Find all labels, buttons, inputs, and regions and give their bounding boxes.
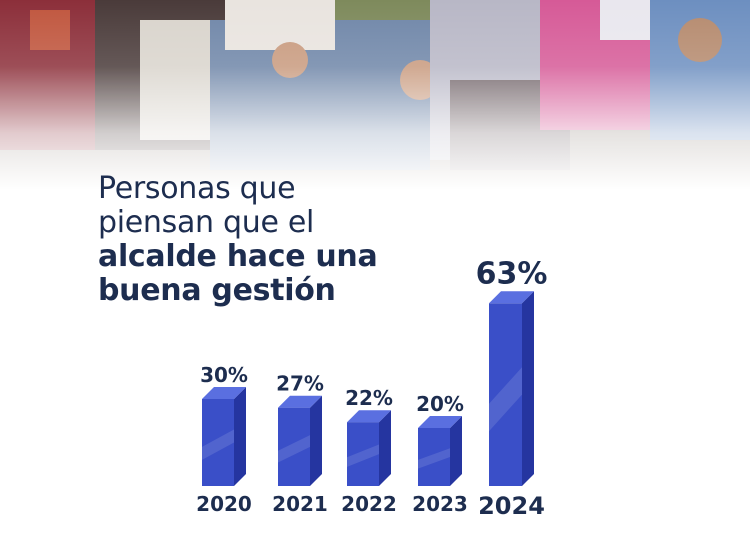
bar-side-2024 (522, 291, 534, 486)
photo-fade-overlay (0, 0, 750, 190)
bar-side-2020 (234, 387, 246, 486)
bar-top-2021 (278, 395, 322, 408)
bar-sheen-2020 (202, 429, 234, 460)
value-label-2022: 22% (345, 386, 393, 410)
bar-2022 (347, 410, 391, 486)
header-photo (0, 0, 750, 190)
bar-2021 (278, 395, 322, 486)
year-label-2023: 2023 (412, 492, 468, 516)
bar-front-2024 (489, 303, 522, 486)
title-line-2: piensan que el (98, 205, 315, 240)
bar-sheen-2024 (489, 367, 522, 432)
year-label-2021: 2021 (272, 492, 328, 516)
value-label-2024: 63% (476, 256, 548, 291)
bar-sheen-2021 (278, 435, 310, 463)
bar-2023 (418, 416, 462, 486)
bar-2024 (489, 291, 534, 486)
title-line-4: buena gestión (98, 273, 336, 308)
chart-title: Personas que piensan que el alcalde hace… (98, 172, 428, 308)
bar-front-2021 (278, 407, 310, 486)
bar-front-2020 (202, 399, 234, 486)
value-label-2023: 20% (416, 392, 464, 416)
value-label-2020: 30% (200, 363, 248, 387)
bar-side-2023 (450, 416, 462, 486)
bar-2020 (202, 387, 246, 486)
bar-top-2024 (489, 291, 534, 304)
bar-sheen-2023 (418, 448, 450, 469)
bar-side-2022 (379, 410, 391, 486)
bar-top-2022 (347, 410, 391, 423)
bar-sheen-2022 (347, 444, 379, 467)
year-label-2022: 2022 (341, 492, 397, 516)
bar-side-2021 (310, 395, 322, 486)
year-label-2020: 2020 (196, 492, 252, 516)
title-line-1: Personas que (98, 171, 296, 206)
bar-top-2020 (202, 387, 246, 399)
bar-front-2022 (347, 422, 379, 486)
title-line-3: alcalde hace una (98, 239, 378, 274)
value-label-2021: 27% (276, 372, 324, 396)
bar-top-2023 (418, 416, 462, 428)
year-label-2024: 2024 (478, 492, 545, 520)
bar-front-2023 (418, 428, 450, 486)
